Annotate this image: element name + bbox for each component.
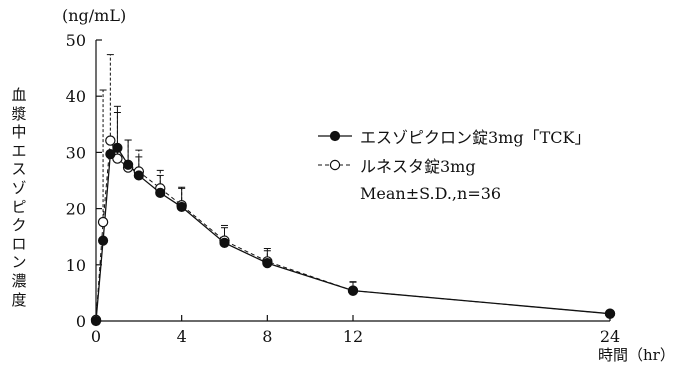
y-tick-label: 30: [66, 143, 86, 162]
lunesta-data-point: [106, 136, 115, 145]
y-axis-unit: (ng/mL): [62, 6, 126, 25]
y-axis-label: 血漿中エスゾピクロン濃度: [8, 86, 30, 309]
x-tick-label: 12: [343, 327, 363, 346]
y-tick-label: 0: [76, 312, 86, 331]
tck-data-point: [98, 236, 107, 245]
legend-open-circle-icon: [318, 158, 352, 172]
tck-data-point: [91, 316, 100, 325]
x-tick-label: 0: [91, 327, 101, 346]
x-axis-unit: 時間（hr）: [598, 344, 675, 365]
x-tick-label: 4: [177, 327, 187, 346]
x-tick-label: 8: [262, 327, 272, 346]
legend-label-tck: エスゾピクロン錠3mg「TCK」: [360, 124, 590, 148]
lunesta-data-point: [98, 217, 107, 226]
legend-note: Mean±S.D.,n=36: [318, 179, 590, 208]
legend-filled-circle-icon: [318, 129, 352, 143]
tck-data-point: [348, 286, 357, 295]
legend-entry-tck: エスゾピクロン錠3mg「TCK」: [318, 121, 590, 150]
y-tick-label: 10: [66, 256, 86, 275]
tck-data-point: [124, 160, 133, 169]
tck-data-point: [263, 259, 272, 268]
y-tick-label: 50: [66, 31, 86, 50]
y-tick-label: 40: [66, 87, 86, 106]
legend-entry-lunesta: ルネスタ錠3mg: [318, 150, 590, 179]
legend-label-lunesta: ルネスタ錠3mg: [360, 153, 476, 177]
tck-data-point: [177, 202, 186, 211]
tck-data-point: [113, 143, 122, 152]
tck-data-point: [220, 238, 229, 247]
tck-data-point: [605, 309, 614, 318]
y-tick-label: 20: [66, 200, 86, 219]
tck-data-point: [156, 188, 165, 197]
tck-data-point: [134, 171, 143, 180]
chart-legend: エスゾピクロン錠3mg「TCK」 ルネスタ錠3mg Mean±S.D.,n=36: [318, 121, 590, 208]
